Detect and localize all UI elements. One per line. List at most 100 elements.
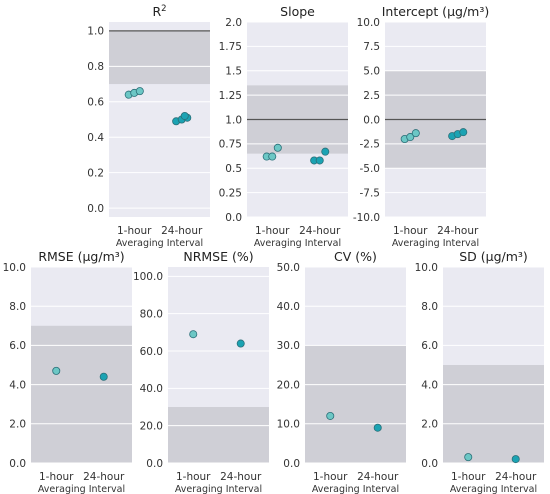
- y-tick-label: 80.0: [140, 308, 163, 320]
- y-tick-label: 40.0: [140, 383, 163, 395]
- panel-title-text: Slope: [280, 4, 315, 19]
- data-point: [180, 111, 189, 120]
- y-tick-label: 0.0: [87, 203, 104, 215]
- y-tick-label: 6.0: [9, 340, 26, 352]
- chart-panel-3: -10.0 -7.5 -5.0 -2.5 0.0 2.5 5.0 7.5 10.0 1-hour 2…: [353, 4, 489, 249]
- data-point: [189, 330, 198, 339]
- y-tick-label: 1.0: [87, 26, 104, 38]
- data-point: [326, 411, 335, 420]
- chart-panel-1: 0.0 0.2 0.4 0.6 0.8 1.0 1-hour 24-hourAveraging…: [87, 4, 210, 249]
- y-tick-label: 8.0: [421, 301, 438, 313]
- data-point: [99, 372, 108, 381]
- target-range-band: [305, 345, 406, 463]
- x-axis-label: Averaging Interval: [392, 238, 479, 249]
- y-tick-label: -7.5: [360, 187, 381, 199]
- x-tick-label: 24-hour: [299, 225, 341, 237]
- y-tick-label: 40.0: [277, 301, 300, 313]
- y-tick-label: -2.5: [360, 139, 381, 151]
- data-point: [459, 128, 468, 137]
- panel-title-superscript: 2: [161, 4, 166, 14]
- y-tick-label: 7.5: [363, 41, 380, 53]
- y-tick-label: 2.0: [421, 419, 438, 431]
- x-tick-label: 1-hour: [313, 471, 348, 483]
- y-tick-label: 20.0: [277, 379, 300, 391]
- x-tick-label: 1-hour: [393, 225, 428, 237]
- target-range-band: [109, 30, 210, 85]
- x-tick-label: 1-hour: [176, 471, 211, 483]
- x-axis-label: Averaging Interval: [175, 484, 262, 494]
- y-tick-label: 0.25: [219, 187, 242, 199]
- y-tick-label: 50.0: [277, 262, 300, 274]
- y-tick-label: 2.0: [9, 419, 26, 431]
- panel-title: Slope: [280, 4, 315, 19]
- chart-panel-5: 0.0 20.0 40.0 60.0 80.0 100.0 1-hour 24-hourAve…: [133, 249, 269, 494]
- y-tick-label: 0.5: [225, 163, 242, 175]
- y-tick-label: -10.0: [353, 212, 380, 224]
- x-axis-label: Averaging Interval: [38, 484, 125, 494]
- panel-title: SD (μg/m³): [459, 249, 528, 264]
- x-tick-label: 24-hour: [161, 225, 203, 237]
- x-axis-label: Averaging Interval: [312, 484, 399, 494]
- x-axis-label: Averaging Interval: [116, 238, 203, 249]
- y-tick-label: 2.5: [363, 90, 380, 102]
- target-range-band: [443, 365, 544, 463]
- y-tick-label: 0.0: [9, 458, 26, 470]
- y-tick-label: 1.25: [219, 90, 242, 102]
- panel-title-text: RMSE (μg/m³): [38, 249, 124, 264]
- y-tick-label: 0.2: [87, 167, 104, 179]
- y-tick-label: 0.0: [146, 458, 163, 470]
- panel-title: R2: [152, 4, 166, 19]
- chart-panel-2: 0.0 0.25 0.5 0.75 1.0 1.25 1.5 1.75 2.0 1-hour 24-…: [219, 4, 348, 249]
- data-point: [511, 455, 520, 464]
- y-tick-label: 10.0: [357, 17, 380, 29]
- y-tick-label: 0.0: [283, 458, 300, 470]
- target-range-band: [168, 407, 269, 463]
- y-tick-label: 30.0: [277, 340, 300, 352]
- panel-title: NRMSE (%): [183, 249, 253, 264]
- x-tick-label: 1-hour: [451, 471, 486, 483]
- target-range-band: [31, 325, 132, 463]
- data-point: [236, 339, 245, 348]
- y-tick-label: 0.6: [87, 97, 104, 109]
- data-point: [52, 366, 61, 375]
- y-tick-label: 0.4: [87, 132, 104, 144]
- y-tick-label: -5.0: [360, 163, 381, 175]
- y-tick-label: 0.0: [421, 458, 438, 470]
- y-tick-label: 100.0: [133, 271, 163, 283]
- y-tick-label: 5.0: [363, 66, 380, 78]
- x-axis-label: Averaging Interval: [254, 238, 341, 249]
- panel-title: CV (%): [334, 249, 377, 264]
- y-tick-label: 2.0: [225, 17, 242, 29]
- chart-panel-7: 0.0 2.0 4.0 6.0 8.0 10.0 1-hour 24-hourAveragin…: [415, 249, 544, 494]
- data-point: [406, 133, 415, 142]
- y-tick-label: 0.0: [363, 114, 380, 126]
- data-point: [315, 156, 324, 165]
- x-tick-label: 24-hour: [83, 471, 125, 483]
- data-point: [321, 147, 330, 156]
- chart-panel-6: 0.0 10.0 20.0 30.0 40.0 50.0 1-hour 24-hourAver…: [277, 249, 406, 494]
- y-tick-label: 60.0: [140, 346, 163, 358]
- x-axis-label: Averaging Interval: [450, 484, 537, 494]
- panel-title: RMSE (μg/m³): [38, 249, 124, 264]
- panel-title-text: CV (%): [334, 249, 377, 264]
- data-point: [273, 143, 282, 152]
- panel-title-text: R: [152, 4, 161, 19]
- panel-title: Intercept (μg/m³): [382, 4, 489, 19]
- panel-title-text: SD (μg/m³): [459, 249, 528, 264]
- x-tick-label: 24-hour: [357, 471, 399, 483]
- y-tick-label: 0.75: [219, 139, 242, 151]
- y-tick-label: 6.0: [421, 340, 438, 352]
- y-tick-label: 20.0: [140, 420, 163, 432]
- panel-title-text: Intercept (μg/m³): [382, 4, 489, 19]
- y-tick-label: 0.8: [87, 61, 104, 73]
- x-tick-label: 24-hour: [437, 225, 479, 237]
- y-tick-label: 0.0: [225, 212, 242, 224]
- data-point: [373, 423, 382, 432]
- data-point: [464, 453, 473, 462]
- y-tick-label: 1.5: [225, 66, 242, 78]
- y-tick-label: 10.0: [277, 419, 300, 431]
- x-tick-label: 1-hour: [255, 225, 290, 237]
- chart-panel-4: 0.0 2.0 4.0 6.0 8.0 10.0 1-hour 24-hourAveragin…: [3, 249, 132, 494]
- data-point: [411, 129, 420, 138]
